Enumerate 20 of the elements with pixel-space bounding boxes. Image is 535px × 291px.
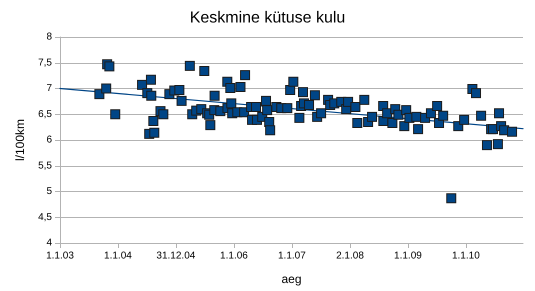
y-tick-label: 5 (46, 186, 52, 197)
x-tick-label: 1.1.04 (104, 250, 132, 262)
chart-title: Keskmine kütuse kulu (190, 10, 346, 26)
y-tick-label: 5,5 (38, 160, 52, 172)
y-tick-label: 4 (46, 238, 52, 248)
x-tick-label: 2.1.08 (336, 250, 364, 262)
x-tick-label: 1.1.03 (46, 250, 74, 262)
x-tick-label: 31.12.04 (156, 250, 196, 262)
x-tick-label: 1.1.07 (278, 250, 306, 262)
y-tick-label: 8 (46, 32, 52, 42)
x-tick-label: 1.1.06 (220, 250, 248, 262)
y-tick-label: 6,5 (38, 108, 52, 120)
y-tick-label: 6 (46, 134, 52, 146)
y-axis-title: l/100km (13, 118, 27, 162)
x-tick-label: 1.1.09 (394, 250, 422, 262)
y-tick-label: 4,5 (38, 212, 52, 223)
x-axis-title: aeg (281, 272, 302, 286)
x-tick-label: 1.1.10 (452, 250, 480, 262)
y-tick-label: 7 (46, 83, 52, 94)
y-tick-label: 7,5 (38, 57, 52, 68)
